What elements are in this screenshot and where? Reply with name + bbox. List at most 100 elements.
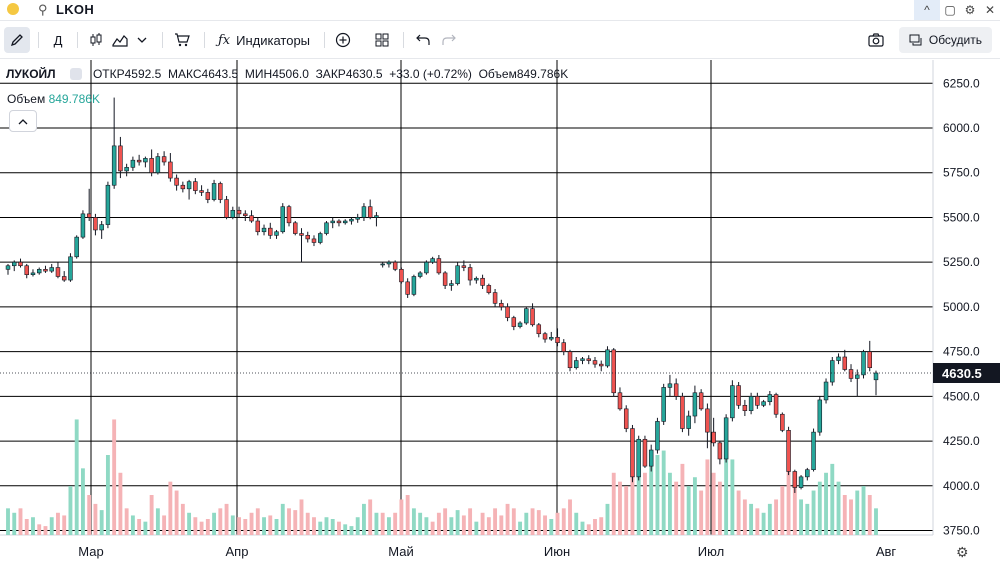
collapse-window-icon[interactable]: ^	[914, 0, 940, 20]
volume-bar	[31, 517, 35, 535]
candle-body	[467, 267, 473, 281]
candle-body	[5, 265, 11, 270]
volume-legend: Объем 849.786K	[7, 92, 100, 106]
volume-bar	[805, 503, 810, 535]
close-icon[interactable]: ✕	[984, 3, 996, 17]
price-axis-label: 6250.0	[943, 76, 980, 90]
volume-bar	[430, 521, 435, 535]
volume-bar	[287, 508, 291, 535]
candle-body	[280, 206, 285, 233]
collapse-legend-button[interactable]	[9, 110, 37, 132]
candle-body	[755, 396, 760, 406]
volume-bar	[543, 515, 547, 535]
discuss-label: Обсудить	[928, 33, 982, 47]
legend-toggle-icon[interactable]	[69, 67, 82, 80]
volume-bar	[436, 512, 441, 535]
candle-body	[761, 401, 766, 406]
interval-button[interactable]: Д	[53, 32, 63, 48]
volume-bar	[362, 503, 366, 535]
indicators-label: Индикаторы	[236, 32, 311, 48]
volume-bar	[867, 495, 872, 535]
high-label: МАКС	[167, 67, 202, 81]
candle-body	[30, 272, 36, 275]
volume-bar	[149, 495, 154, 535]
volume-bar	[680, 463, 685, 535]
candle-body	[511, 317, 517, 327]
volume-bar	[842, 495, 847, 535]
candle-body	[692, 392, 698, 417]
candle-body	[243, 213, 248, 216]
volume-bar	[630, 459, 635, 535]
camera-snapshot-icon[interactable]	[864, 27, 888, 53]
volume-bar	[580, 521, 585, 535]
candle-body	[392, 261, 398, 270]
candle-body	[255, 220, 261, 233]
area-chart-icon[interactable]	[108, 27, 132, 53]
candle-body	[236, 209, 242, 215]
candle-body	[811, 431, 816, 470]
volume-bar	[43, 526, 48, 535]
candle-body	[330, 220, 335, 224]
discuss-button[interactable]: Обсудить	[898, 27, 992, 53]
candle-body	[599, 363, 604, 367]
symbol-name: ЛУКОЙЛ	[6, 67, 56, 81]
volume-bar	[505, 503, 510, 535]
candle-body	[86, 213, 92, 218]
candle-body	[99, 224, 104, 231]
volume-bar	[568, 499, 572, 535]
candle-body	[336, 220, 342, 224]
volume-bar	[742, 499, 747, 535]
candle-body	[499, 303, 504, 308]
volume-bar	[724, 455, 729, 535]
candle-body	[174, 177, 179, 186]
add-plus-circle-icon[interactable]	[331, 27, 355, 53]
volume-bar	[593, 519, 597, 535]
volume-bar	[586, 524, 591, 535]
candle-body	[405, 281, 410, 295]
chevron-down-icon[interactable]	[132, 27, 152, 53]
volume-value: 849.786K	[516, 67, 569, 81]
candle-body	[268, 227, 273, 236]
redo-icon[interactable]	[437, 27, 461, 53]
time-axis-label: Май	[388, 544, 413, 559]
low-label: МИН	[244, 67, 273, 81]
volume-bar	[761, 512, 766, 535]
volume-bar	[443, 508, 448, 535]
volume-bar	[767, 503, 772, 535]
candle-body	[455, 265, 460, 284]
volume-label: Объем	[478, 67, 517, 81]
layout-grid-icon[interactable]	[370, 27, 394, 53]
search-icon[interactable]: ⚲	[38, 2, 48, 17]
volume-bar	[268, 515, 273, 535]
candle-body	[305, 235, 310, 240]
candle-body	[524, 308, 529, 324]
candle-body	[224, 199, 229, 218]
candle-body	[780, 413, 785, 431]
volume-bar	[262, 517, 266, 535]
ticker-search-input[interactable]: LKOH	[56, 2, 95, 17]
candle-body	[61, 276, 67, 281]
drawing-pencil-button[interactable]	[4, 27, 30, 53]
volume-bar	[243, 519, 248, 535]
indicators-button[interactable]: ƒx Индикаторы	[212, 27, 316, 53]
volume-bar	[480, 512, 485, 535]
volume-bar	[836, 481, 841, 535]
undo-icon[interactable]	[411, 27, 435, 53]
volume-bar	[68, 486, 73, 535]
price-axis-label: 4750.0	[943, 345, 980, 359]
candle-body	[667, 383, 673, 388]
volume-bar	[861, 486, 866, 535]
maximize-icon[interactable]: ▢	[944, 3, 956, 17]
volume-bar	[24, 519, 29, 535]
open-value: 4592.5	[124, 67, 162, 81]
candle-body	[461, 265, 467, 268]
chart-settings-gear-icon[interactable]: ⚙	[956, 544, 969, 560]
candle-body	[24, 265, 29, 275]
volume-bar	[80, 468, 85, 535]
candles-chart-type-icon[interactable]	[84, 27, 108, 53]
candle-body	[68, 256, 73, 281]
cart-icon[interactable]	[170, 27, 194, 53]
settings-gear-icon[interactable]: ⚙	[964, 3, 976, 17]
volume-bar	[711, 472, 716, 535]
